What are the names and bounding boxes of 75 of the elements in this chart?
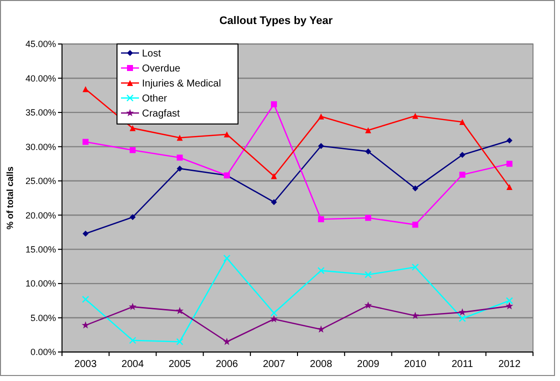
point [82, 296, 90, 303]
y-tick-label: 40.00% [25, 73, 56, 84]
point [365, 214, 372, 221]
x-tick-label: 2007 [262, 359, 286, 370]
point [365, 148, 372, 154]
point [459, 119, 466, 126]
point [317, 325, 325, 333]
point [176, 134, 183, 141]
point [458, 308, 466, 316]
x-tick-label: 2012 [498, 359, 522, 370]
point [506, 297, 514, 304]
point [82, 230, 89, 237]
point [223, 254, 230, 262]
point [270, 315, 278, 322]
point [459, 152, 466, 158]
point [318, 216, 324, 222]
point [82, 86, 89, 92]
point [364, 301, 372, 309]
legend-label: Cragfast [142, 108, 180, 120]
point [176, 154, 183, 161]
point [82, 138, 89, 145]
point [317, 266, 325, 274]
y-tick-label: 0.00% [30, 347, 56, 358]
point [223, 338, 231, 345]
y-tick-label: 10.00% [25, 278, 56, 289]
point [128, 302, 136, 310]
y-tick-label: 20.00% [25, 210, 56, 220]
point [270, 101, 277, 108]
point [82, 321, 90, 329]
point [270, 173, 277, 180]
point [412, 112, 418, 119]
point [130, 147, 136, 154]
y-tick-label: 45.00% [25, 39, 56, 50]
legend-label: Lost [142, 48, 162, 60]
point [318, 142, 324, 149]
point [129, 336, 136, 344]
x-tick-label: 2005 [168, 359, 192, 370]
point [412, 222, 418, 228]
point [130, 214, 136, 220]
point [412, 264, 419, 271]
point [365, 127, 372, 134]
chart-title: Callout Types by Year [219, 15, 334, 27]
x-tick-label: 2003 [74, 359, 98, 370]
y-axis-title: % of total calls [5, 166, 15, 230]
x-tick-label: 2004 [122, 359, 144, 370]
legend-label: Overdue [142, 64, 181, 74]
y-tick-label: 5.00% [30, 312, 56, 323]
point [318, 114, 324, 120]
point [506, 138, 512, 144]
y-tick-label: 35.00% [25, 108, 56, 118]
y-tick-label: 25.00% [25, 176, 56, 186]
x-tick-label: 2008 [310, 359, 333, 370]
point [176, 338, 184, 346]
point [130, 125, 136, 132]
legend-label: Injuries & Medical [142, 78, 221, 90]
point [364, 271, 372, 278]
point [506, 160, 512, 167]
point [176, 166, 183, 172]
point [270, 309, 278, 317]
y-tick-label: 30.00% [25, 142, 56, 152]
point [224, 131, 230, 138]
point [458, 314, 466, 322]
point [506, 184, 512, 190]
point [412, 185, 418, 192]
x-tick-label: 2009 [357, 359, 380, 370]
point [506, 302, 514, 310]
x-tick-label: 2006 [216, 359, 238, 370]
point [459, 172, 466, 178]
x-tick-label: 2010 [404, 359, 427, 370]
point [411, 312, 420, 319]
legend-label: Other [142, 94, 168, 104]
point [270, 199, 277, 206]
y-tick-label: 15.00% [25, 244, 56, 254]
x-tick-label: 2011 [452, 359, 474, 370]
point [176, 306, 184, 314]
